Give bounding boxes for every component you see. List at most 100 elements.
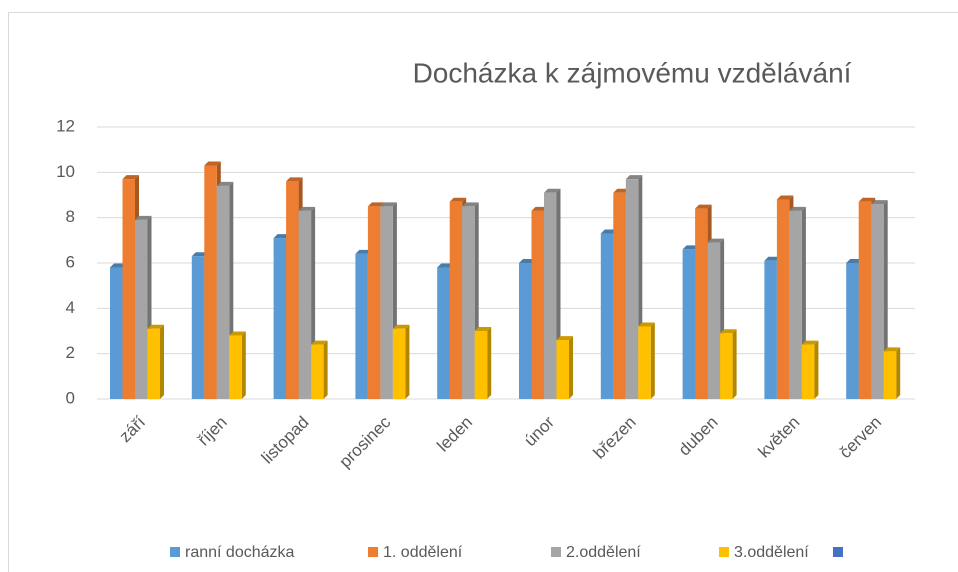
bar-top [273, 234, 291, 239]
bar-top [682, 245, 700, 250]
y-tick-label: 12 [56, 116, 75, 135]
bar-front [110, 267, 123, 399]
bar-front [638, 326, 651, 399]
bar-top [776, 195, 794, 200]
bar-top [204, 161, 221, 166]
bar-top [531, 206, 548, 211]
legend-label: 1. oddělení [383, 544, 463, 561]
bar-front [682, 249, 696, 399]
bar-side [732, 329, 737, 399]
legend-swatch [170, 547, 180, 557]
bar-front [147, 328, 160, 399]
bar-top [883, 347, 901, 352]
bar-top [600, 229, 618, 234]
bar-top [110, 263, 127, 268]
bar-top [858, 197, 876, 202]
bar [392, 324, 410, 399]
bar-side [650, 322, 655, 399]
bar-front [286, 181, 299, 399]
bar [147, 324, 164, 399]
bar-front [695, 208, 708, 399]
bar-top [801, 340, 819, 345]
bar-front [135, 219, 148, 399]
bar-top [122, 175, 139, 180]
bar-side [160, 324, 164, 399]
bar-front [519, 263, 532, 399]
bar-front [801, 344, 815, 399]
bar-top [392, 324, 410, 329]
bar-side [241, 331, 246, 399]
bar-front [531, 210, 544, 399]
bar-front [122, 179, 135, 399]
bar [638, 322, 655, 399]
y-tick-label: 4 [66, 298, 75, 317]
bar-side [896, 347, 901, 399]
bar-top [462, 202, 479, 207]
legend-swatch [551, 547, 561, 557]
bar-front [273, 238, 287, 399]
bar-front [449, 201, 463, 399]
bar-front [216, 185, 230, 399]
y-tick-label: 2 [66, 343, 75, 362]
bar-front [191, 256, 205, 399]
bar-front [707, 242, 721, 399]
y-tick-label: 10 [56, 162, 75, 181]
bar-front [392, 328, 406, 399]
bar-front [298, 210, 312, 399]
bar-front [311, 344, 324, 399]
legend-label: 3.oddělení [734, 544, 809, 561]
bar-top [707, 238, 725, 243]
bar-front [858, 201, 872, 399]
y-tick-label: 8 [66, 207, 75, 226]
bar-front [229, 335, 242, 399]
bar-front [846, 263, 859, 399]
bar-top [367, 202, 385, 207]
bar [801, 340, 819, 399]
bar-top [474, 327, 492, 331]
bar-front [367, 206, 381, 399]
bar [720, 329, 737, 399]
bar-top [764, 256, 781, 261]
bar-top [720, 329, 737, 334]
bar-side [569, 336, 573, 399]
bar-top [449, 197, 467, 202]
bar-top [544, 188, 561, 193]
bar-front [883, 351, 897, 399]
bar-front [380, 206, 393, 399]
bar-front [625, 179, 639, 399]
bar-top [229, 331, 246, 336]
bar-top [380, 202, 397, 207]
legend-label: 2.oddělení [566, 544, 641, 561]
bar-front [776, 199, 790, 399]
bar [474, 327, 492, 399]
legend-swatch [833, 547, 843, 557]
bar-top [613, 188, 630, 193]
bar-front [204, 165, 217, 399]
bar-top [638, 322, 655, 327]
bar-front [437, 267, 450, 399]
bar [883, 347, 901, 399]
bar-front [720, 333, 733, 399]
bar-top [355, 249, 372, 254]
bar [311, 340, 328, 399]
bar-top [556, 336, 573, 341]
bar-top [191, 252, 209, 257]
y-tick-label: 6 [66, 252, 75, 271]
bar-top [311, 340, 328, 345]
bar-front [871, 204, 884, 399]
bar-top [519, 259, 536, 263]
bar-side [323, 340, 328, 399]
bar-top [437, 263, 454, 268]
bar-top [135, 215, 152, 220]
bar-front [355, 253, 368, 399]
bar-top [789, 206, 806, 211]
bar-side [814, 340, 819, 399]
bar-top [286, 177, 303, 182]
legend-label: ranní docházka [185, 544, 295, 561]
bar-top [846, 259, 863, 263]
bar-top [625, 175, 643, 180]
bar-front [474, 331, 488, 399]
bar-front [462, 206, 475, 399]
bar [556, 336, 573, 399]
